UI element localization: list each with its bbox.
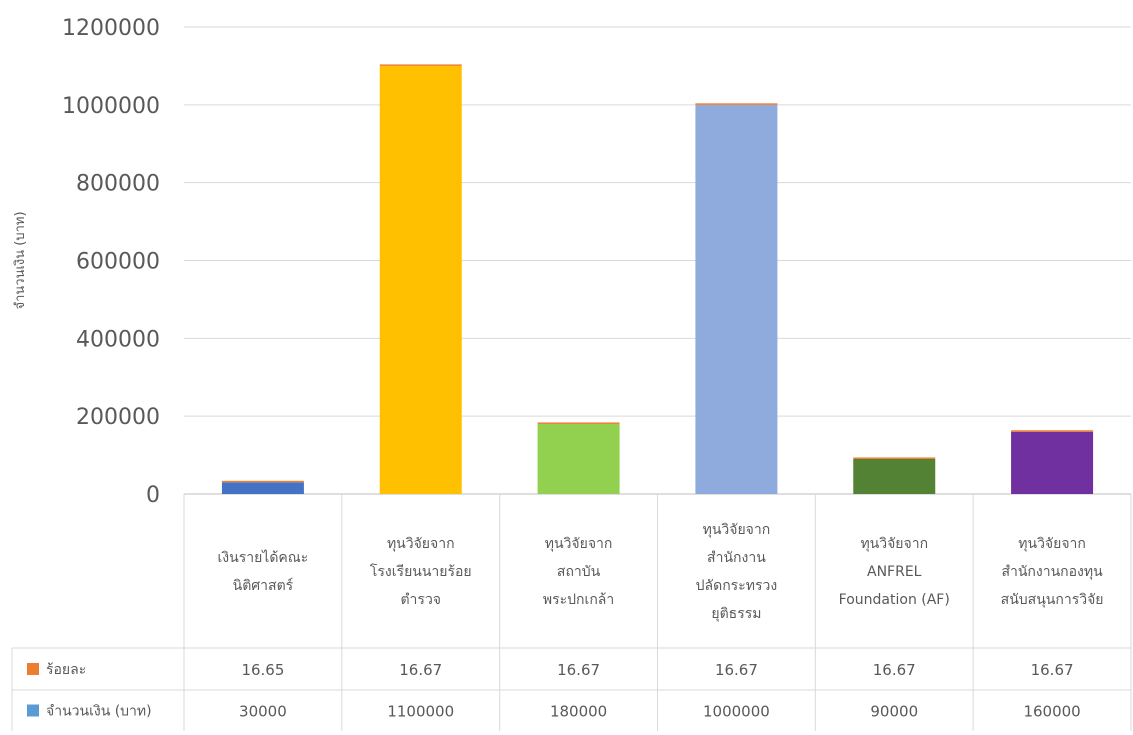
category-label: ทุนวิจัยจาก — [387, 536, 455, 552]
data-table — [11, 494, 1132, 731]
category-label: สำนักงานกองทุน — [1001, 564, 1103, 580]
category-label: ทุนวิจัยจาก — [545, 536, 613, 552]
bar — [221, 482, 304, 494]
y-tick-label: 0 — [146, 483, 160, 508]
legend-key — [27, 663, 39, 675]
data-table-cell: 16.67 — [873, 661, 916, 679]
category-label: ตำรวจ — [400, 592, 441, 608]
data-table-cell: 16.67 — [715, 661, 758, 679]
bar — [379, 65, 462, 495]
category-label: ทุนวิจัยจาก — [703, 522, 771, 538]
bar — [1011, 431, 1094, 494]
grid-layer — [184, 26, 1131, 495]
text-layer: 0 200000 400000 600000 800000 1000000 1200000 จ… — [13, 16, 1103, 721]
category-label: พระปกเกล้า — [543, 592, 614, 608]
category-label: Foundation (AF) — [839, 592, 950, 608]
data-table-cell: 16.67 — [557, 661, 600, 679]
y-tick-label: 400000 — [76, 327, 160, 352]
category-label: นิติศาสตร์ — [233, 577, 294, 594]
data-table-cell: 160000 — [1023, 703, 1080, 721]
bar — [537, 423, 620, 494]
category-label: ทุนวิจัยจาก — [1018, 536, 1086, 552]
data-table-cell: 16.65 — [241, 661, 284, 679]
category-label: ANFREL — [867, 564, 922, 580]
bar-layer — [221, 64, 1094, 495]
data-table-cell: 16.67 — [1031, 661, 1074, 679]
y-tick-label: 600000 — [76, 250, 160, 275]
category-label: สนับสนุนการวิจัย — [1001, 592, 1104, 608]
data-table-cell: 90000 — [870, 703, 918, 721]
bar — [853, 458, 936, 494]
category-label: โรงเรียนนายร้อย — [370, 563, 472, 580]
data-table-cell: 1000000 — [703, 703, 770, 721]
bar — [1011, 430, 1094, 432]
y-axis-label: จำนวนเงิน (บาท) — [13, 211, 28, 309]
y-tick-label: 200000 — [76, 405, 160, 430]
data-table-cell: 30000 — [239, 703, 287, 721]
y-tick-label: 1200000 — [62, 16, 160, 41]
y-tick-label: 800000 — [76, 172, 160, 197]
y-tick-label: 1000000 — [62, 94, 160, 119]
category-label: สถาบัน — [557, 564, 601, 580]
bar — [695, 103, 778, 105]
category-label: เงินรายได้คณะ — [218, 549, 309, 566]
category-label: สำนักงาน — [707, 550, 766, 566]
legend-label: จำนวนเงิน (บาท) — [46, 704, 152, 720]
category-label: ปลัดกระทรวง — [696, 578, 778, 594]
data-table-cell: 16.67 — [399, 661, 442, 679]
legend-label: ร้อยละ — [46, 662, 86, 678]
bar — [695, 104, 778, 494]
bar — [221, 480, 304, 483]
category-label: ยุติธรรม — [711, 606, 761, 622]
bar — [379, 64, 462, 66]
bar — [537, 422, 620, 424]
data-table-cell: 180000 — [550, 703, 607, 721]
legend-key — [27, 704, 39, 717]
data-table-cell: 1100000 — [387, 703, 454, 721]
bar — [853, 457, 936, 459]
category-label: ทุนวิจัยจาก — [860, 536, 928, 552]
